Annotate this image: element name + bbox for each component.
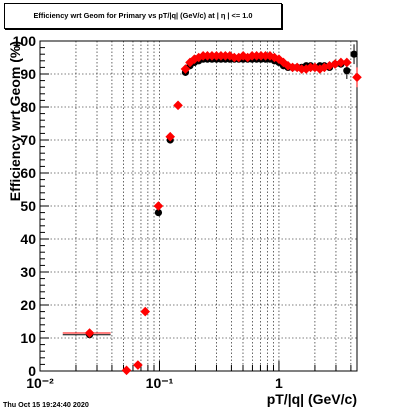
data-point-red [336, 57, 346, 68]
y-tick-label: 80 [20, 99, 36, 115]
data-point-red [310, 62, 320, 73]
y-tick-label: 50 [20, 198, 36, 214]
data-point-red [133, 360, 143, 370]
data-point-red [274, 54, 284, 64]
data-point-red [84, 328, 95, 338]
data-point-red [352, 72, 362, 83]
x-tick-label: 10⁻² [26, 375, 54, 391]
y-tick-label: 10 [20, 330, 36, 346]
data-point-red [173, 100, 183, 111]
data-point-red [225, 51, 235, 61]
data-point-red [193, 52, 204, 63]
y-axis-title: Efficiency wrt Geom (%) [7, 41, 23, 201]
y-tick-label: 0 [28, 363, 36, 379]
data-point-red [153, 201, 164, 211]
data-point-black [154, 209, 163, 217]
y-tick-label: 30 [20, 264, 36, 280]
chart-title-box: Efficiency wrt Geom for Primary vs pT/|q… [4, 3, 282, 29]
data-point-black [350, 50, 358, 58]
data-point-red [238, 51, 248, 61]
data-point-black [343, 67, 351, 75]
y-tick-label: 90 [20, 66, 36, 82]
data-point-red [330, 59, 340, 69]
y-tick-label: 70 [20, 132, 36, 148]
data-point-red [180, 64, 191, 74]
y-tick-label: 40 [20, 231, 36, 247]
y-tick-label: 20 [20, 297, 36, 313]
data-point-red [324, 60, 335, 71]
data-point-red [342, 57, 352, 68]
x-tick-label: 10⁻¹ [146, 375, 174, 391]
y-tick-label: 60 [20, 165, 36, 181]
data-point-red [283, 60, 293, 71]
data-point-red [269, 52, 280, 63]
chart-title: Efficiency wrt Geom for Primary vs pT/|q… [33, 11, 253, 20]
data-point-red [165, 131, 176, 142]
data-point-red [140, 306, 151, 317]
x-axis-title: pT/|q| (GeV/c) [267, 391, 357, 407]
data-point-red [189, 54, 200, 64]
y-tick-label: 100 [13, 33, 37, 49]
data-point-red [121, 365, 132, 376]
x-tick-label: 1 [275, 375, 283, 391]
timestamp-label: Thu Oct 15 19:24:40 2020 [3, 400, 89, 409]
